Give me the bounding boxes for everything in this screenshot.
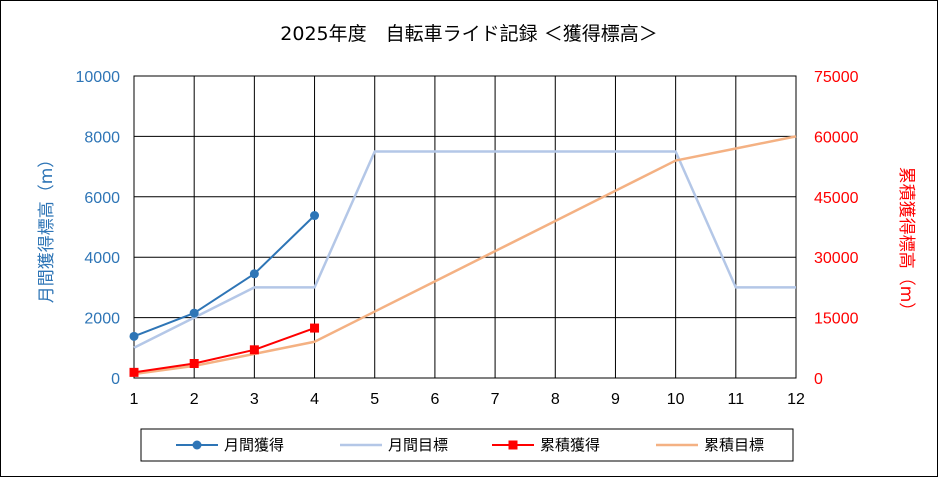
data-point: [249, 345, 259, 355]
legend-item: 月間獲得: [176, 436, 284, 454]
series-line: [133, 135, 797, 376]
series-累積目標: [133, 135, 797, 376]
legend-marker: [192, 440, 202, 450]
y2-tick-label: 0: [814, 371, 823, 388]
y-tick-label: 2000: [84, 311, 120, 328]
x-tick-label: 11: [728, 391, 745, 408]
plot-area-border: [133, 75, 797, 379]
series-line: [133, 327, 315, 374]
axis-ticks: 0 2000 4000 6000 8000 10000 0 15000 30000 45000 60…: [76, 69, 859, 408]
y2-tick-label: 45000: [814, 190, 859, 207]
y-tick-label: 8000: [84, 129, 120, 146]
data-point: [129, 367, 139, 377]
legend-label: 累積目標: [704, 436, 764, 454]
y-tick-label: 0: [111, 371, 120, 388]
x-tick-label: 9: [611, 391, 620, 408]
y2-tick-label: 30000: [814, 250, 859, 267]
x-tick-label: 6: [430, 391, 439, 408]
series-layer: [129, 135, 797, 377]
series-line: [133, 214, 316, 338]
series-月間獲得: [129, 211, 320, 341]
chart-title: 2025年度 自転車ライド記録 ＜獲得標高＞: [280, 23, 657, 45]
data-point: [129, 331, 139, 341]
data-point: [249, 269, 259, 279]
y2-tick-label: 75000: [814, 69, 859, 86]
series-月間目標: [133, 150, 796, 349]
x-tick-label: 3: [250, 391, 259, 408]
data-point: [189, 308, 199, 318]
x-tick-label: 2: [190, 391, 199, 408]
data-point: [189, 359, 199, 369]
legend: 月間獲得 月間目標 累積獲得 累積目標: [140, 428, 794, 462]
y-tick-label: 10000: [76, 69, 121, 86]
legend-item: 月間目標: [340, 436, 448, 454]
series-累積獲得: [129, 323, 320, 377]
x-tick-label: 7: [491, 391, 500, 408]
y-tick-label: 6000: [84, 190, 120, 207]
x-tick-label: 12: [787, 391, 805, 408]
legend-item: 累積目標: [656, 436, 764, 454]
plot-grid: [133, 75, 797, 379]
legend-item: 累積獲得: [492, 436, 600, 454]
x-tick-label: 10: [667, 391, 685, 408]
legend-label: 月間目標: [388, 436, 448, 454]
data-point: [310, 323, 320, 333]
y2-tick-label: 15000: [814, 311, 859, 328]
legend-marker: [508, 440, 518, 450]
y2-axis-title: 累積獲得標高（m）: [896, 167, 916, 320]
x-tick-label: 8: [551, 391, 560, 408]
x-tick-label: 1: [130, 391, 139, 408]
legend-label: 累積獲得: [540, 436, 600, 454]
x-tick-label: 4: [310, 391, 319, 408]
y2-tick-label: 60000: [814, 129, 859, 146]
data-point: [310, 211, 320, 221]
y-tick-label: 4000: [84, 250, 120, 267]
x-tick-label: 5: [370, 391, 379, 408]
legend-label: 月間獲得: [224, 436, 284, 454]
series-line: [133, 150, 796, 349]
y-axis-title: 月間獲得標高（m）: [37, 151, 57, 304]
